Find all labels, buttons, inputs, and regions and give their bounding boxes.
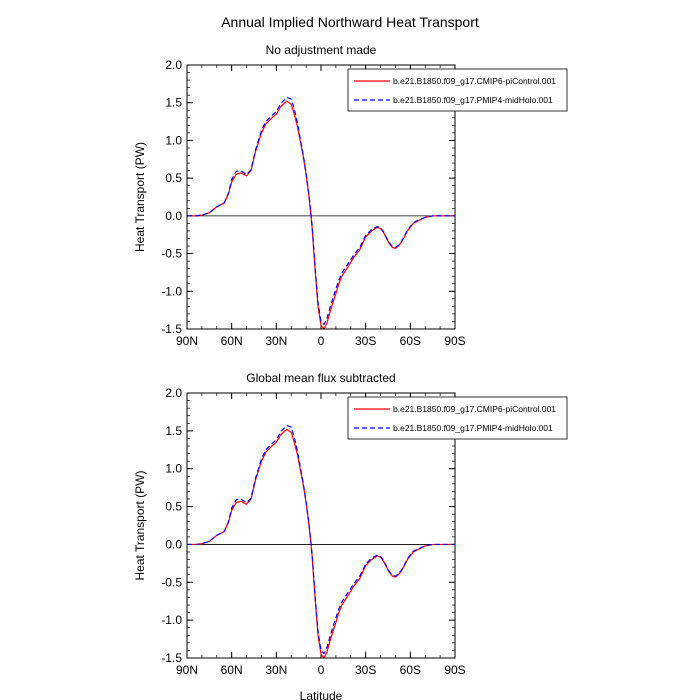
y-tick-label: -1.5 [161,651,182,665]
x-tick-label: 60S [400,663,421,677]
plot-frame [186,392,456,659]
y-tick-label: 1.0 [165,133,182,147]
x-tick-label: 0 [318,663,325,677]
y-tick-label: 2.0 [165,386,182,400]
plot-frame [186,64,456,330]
y-tick-label: 0.0 [165,537,182,551]
y-tick-label: 1.5 [165,96,182,110]
x-tick-label: 30N [265,663,287,677]
y-tick-label: 0.5 [165,500,182,514]
legend: b.e21.B1850.f09_g17.CMIP6-piControl.001b… [347,68,568,112]
legend: b.e21.B1850.f09_g17.CMIP6-piControl.001b… [347,396,568,440]
legend-box [347,68,568,112]
x-tick-label: 90N [176,334,198,348]
y-tick-label: 0.0 [165,209,182,223]
chart-panel-1: No adjustment made 2.0 1.5 1.0 0.5 0.0 -0.5 -1.… [133,43,568,348]
legend-box [347,396,568,440]
series-line-2 [187,424,455,655]
y-tick-label: -1.5 [161,322,182,336]
legend-entry-1: b.e21.B1850.f09_g17.CMIP6-piControl.001 [393,404,556,414]
x-axis-label: Latitude [300,689,343,700]
y-tick-label: 1.0 [165,462,182,476]
y-tick-label: 1.5 [165,424,182,438]
legend-entry-2: b.e21.B1850.f09_g17.PMIP4-midHolo.001 [393,95,553,105]
y-tick-label: 0.5 [165,171,182,185]
y-tick-label: -0.5 [161,575,182,589]
panels: No adjustment made 2.0 1.5 1.0 0.5 0.0 -0.5 -1.… [133,43,568,700]
series-line-1 [187,428,455,659]
x-tick-label: 90S [444,334,465,348]
y-tick-label: 2.0 [165,58,182,72]
chart-panel-2: Global mean flux subtracted 2.0 1.5 1.0 0.5 0… [133,371,568,700]
x-tick-label: 60N [221,663,243,677]
figure-title: Annual Implied Northward Heat Transport [221,14,479,30]
series-line-2 [187,96,455,326]
y-axis-label: Heat Transport (PW) [133,142,147,252]
x-tick-label: 60N [221,334,243,348]
x-tick-label: 30S [355,334,376,348]
panel-title: No adjustment made [266,43,377,57]
y-axis-label: Heat Transport (PW) [133,470,147,580]
y-tick-label: -1.0 [161,613,182,627]
panel-title: Global mean flux subtracted [246,371,395,385]
y-tick-label: -1.0 [161,284,182,298]
x-tick-label: 90N [176,663,198,677]
x-tick-label: 30S [355,663,376,677]
x-tick-label: 90S [444,663,465,677]
series-line-1 [187,100,455,330]
x-tick-label: 0 [318,334,325,348]
y-tick-label: -0.5 [161,247,182,261]
x-tick-label: 60S [400,334,421,348]
x-tick-label: 30N [265,334,287,348]
legend-entry-2: b.e21.B1850.f09_g17.PMIP4-midHolo.001 [393,423,553,433]
legend-entry-1: b.e21.B1850.f09_g17.CMIP6-piControl.001 [393,76,556,86]
